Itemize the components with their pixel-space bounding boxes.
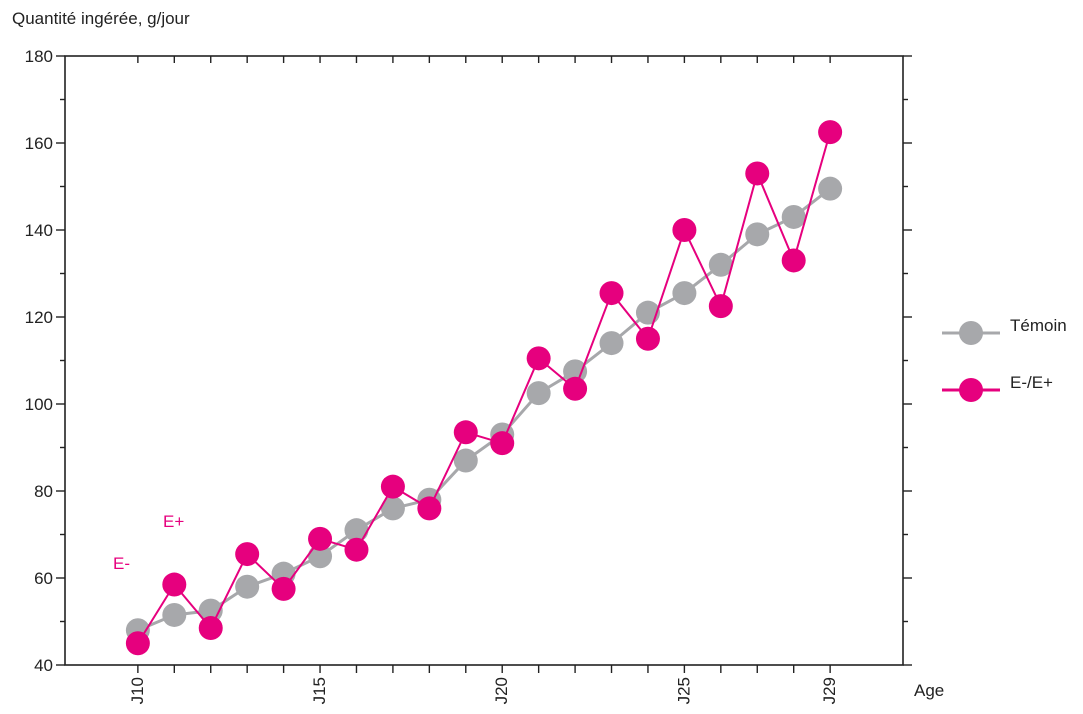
data-point <box>380 474 405 499</box>
x-tick-label: J20 <box>492 677 511 704</box>
plot-frame <box>64 55 904 666</box>
data-point <box>599 281 624 306</box>
legend: Témoin E-/E+ <box>942 316 1067 402</box>
series-temoin <box>125 176 843 643</box>
series-e-e-plus <box>125 120 843 656</box>
y-tick-label: 80 <box>34 482 53 501</box>
data-point <box>635 326 660 351</box>
annotation-label: E+ <box>163 512 184 531</box>
data-point <box>563 359 588 384</box>
data-point <box>599 331 624 356</box>
y-tick-label: 40 <box>34 656 53 675</box>
data-point <box>563 376 588 401</box>
x-tick-label: J10 <box>128 677 147 704</box>
data-point <box>308 526 333 551</box>
data-point <box>818 120 843 145</box>
legend-marker <box>959 321 983 345</box>
data-point <box>745 161 770 186</box>
data-point <box>453 448 478 473</box>
data-point <box>490 431 515 456</box>
data-point <box>708 294 733 319</box>
x-tick-label: J25 <box>674 677 693 704</box>
data-point <box>344 537 369 562</box>
data-point <box>271 576 296 601</box>
x-tick-label: J15 <box>310 677 329 704</box>
data-point <box>162 602 187 627</box>
y-tick-label: 100 <box>25 395 53 414</box>
data-point <box>308 544 333 569</box>
data-point <box>672 218 697 242</box>
data-point <box>526 346 551 371</box>
data-point <box>344 518 369 543</box>
data-point <box>745 222 770 247</box>
annotation-label: E- <box>113 554 130 573</box>
legend-label: E-/E+ <box>1010 373 1053 392</box>
legend-marker <box>959 378 983 402</box>
y-tick-label: 180 <box>25 47 53 66</box>
y-tick-label: 60 <box>34 569 53 588</box>
data-point <box>781 248 806 273</box>
y-tick-label: 120 <box>25 308 53 327</box>
y-tick-label: 140 <box>25 221 53 240</box>
y-axis-label: Quantité ingérée, g/jour <box>12 9 190 28</box>
data-point <box>380 496 405 521</box>
data-point <box>672 281 697 306</box>
data-point <box>125 631 150 656</box>
data-point <box>818 176 843 201</box>
data-point <box>235 542 260 567</box>
data-point <box>198 616 223 641</box>
x-axis-label: Age <box>914 681 944 700</box>
data-point <box>708 252 733 277</box>
data-point <box>781 204 806 229</box>
data-point <box>526 381 551 406</box>
data-point <box>235 574 260 599</box>
legend-label: Témoin <box>1010 316 1067 335</box>
data-point <box>162 572 187 597</box>
y-tick-label: 160 <box>25 134 53 153</box>
series-line <box>137 131 832 644</box>
x-tick-label: J29 <box>820 677 839 704</box>
data-point <box>453 420 478 445</box>
data-point <box>417 496 442 521</box>
